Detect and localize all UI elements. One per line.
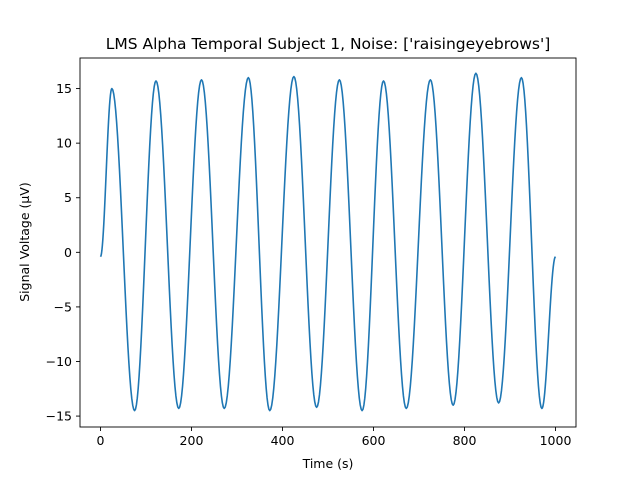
x-tick-label: 600 (362, 433, 386, 448)
x-tick-label: 200 (180, 433, 204, 448)
y-tick-label: −5 (54, 299, 72, 314)
x-tick-label: 1000 (540, 433, 572, 448)
signal-line (99, 72, 557, 412)
x-axis-label: Time (s) (302, 456, 354, 471)
y-tick-label: 0 (64, 245, 72, 260)
x-tick-label: 0 (97, 433, 105, 448)
y-tick-label: −15 (46, 409, 72, 424)
chart-title: LMS Alpha Temporal Subject 1, Noise: ['r… (106, 35, 551, 53)
y-axis: −15 −10 −5 0 5 10 15 (46, 81, 80, 424)
y-tick-label: 10 (56, 136, 72, 151)
plot-area (79, 57, 577, 428)
plot-frame (79, 57, 577, 428)
x-tick-label: 800 (453, 433, 477, 448)
x-tick-label: 400 (271, 433, 295, 448)
y-axis-label: Signal Voltage (µV) (17, 182, 32, 302)
y-tick-label: −10 (46, 354, 72, 369)
y-tick-label: 5 (64, 190, 72, 205)
y-tick-label: 15 (56, 81, 72, 96)
x-axis: 0 200 400 600 800 1000 (97, 427, 572, 448)
